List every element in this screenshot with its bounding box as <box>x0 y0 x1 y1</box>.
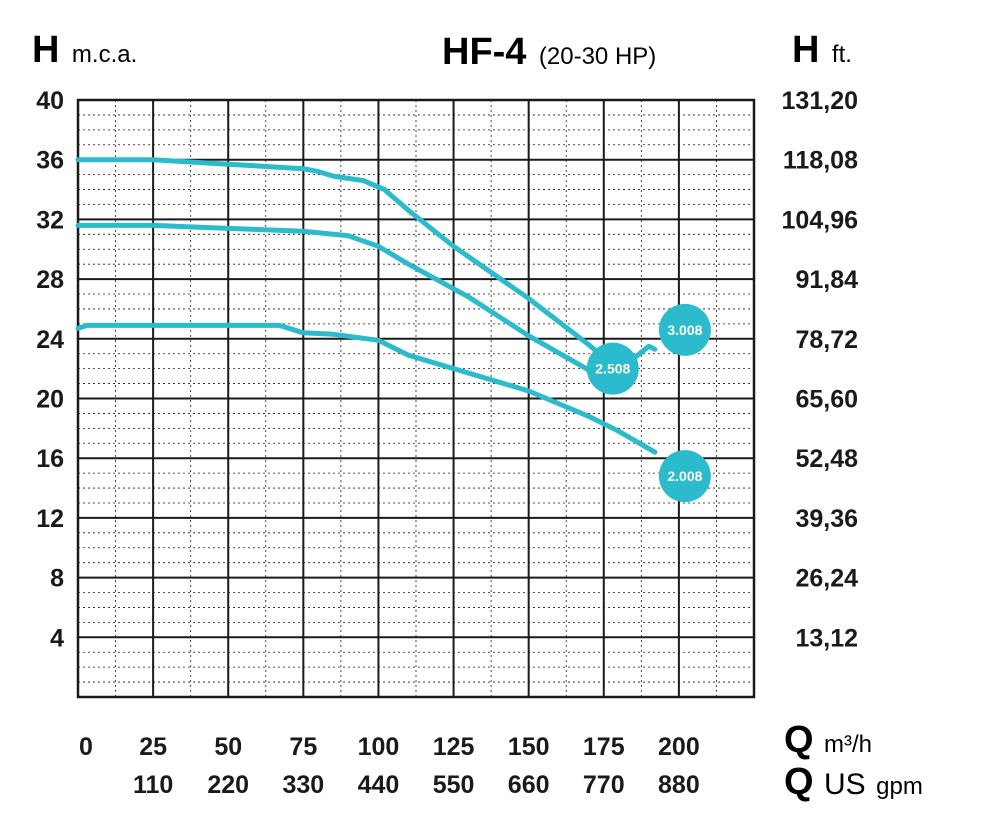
y-tick-label-left: 24 <box>36 326 64 354</box>
y-tick-label-left: 20 <box>36 386 64 414</box>
y-tick-label-right: 104,96 <box>782 206 858 234</box>
y-tick-label-right: 91,84 <box>795 266 858 294</box>
y-tick-label-right: 52,48 <box>795 445 858 473</box>
y-tick-label-right: 78,72 <box>795 326 858 354</box>
y-tick-label-right: 26,24 <box>795 565 858 593</box>
x-tick-label: 75 <box>289 733 317 761</box>
left-axis-unit: m.c.a. <box>72 41 137 68</box>
x-tick-label: 0 <box>79 733 93 761</box>
y-tick-label-right: 65,60 <box>795 386 858 414</box>
plot-frame <box>76 98 756 699</box>
x-tick-label: 100 <box>358 733 400 761</box>
y-tick-label-left: 16 <box>36 445 64 473</box>
right-axis-unit: ft. <box>832 41 852 68</box>
q-unit-gpm: gpm <box>876 773 923 800</box>
y-tick-label-right: 39,36 <box>795 505 858 533</box>
y-tick-label-left: 40 <box>36 87 64 115</box>
right-axis-title: H ft. <box>792 29 852 71</box>
series-badge <box>658 303 711 356</box>
chart-subtitle: (20-30 HP) <box>539 43 656 70</box>
q-unit-m3h: m³/h <box>824 731 872 758</box>
y-tick-label-right: 13,12 <box>795 624 858 652</box>
x-tick-label-secondary: 770 <box>583 771 625 799</box>
chart-title: HF-4 (20-30 HP) <box>442 31 656 73</box>
series-line <box>75 322 658 455</box>
y-tick-label-left: 36 <box>36 147 64 175</box>
series-badge-label: 2.508 <box>595 361 630 377</box>
q-letter-1: Q <box>784 719 814 761</box>
q-unit-us: US <box>824 768 866 801</box>
y-tick-label-left: 12 <box>36 505 64 533</box>
x-tick-label-secondary: 660 <box>508 771 550 799</box>
y-tick-label-left: 8 <box>50 565 64 593</box>
q-axis-title-2: Q US gpm <box>784 761 923 803</box>
x-tick-label-secondary: 110 <box>133 771 173 799</box>
x-tick-label: 25 <box>139 733 167 761</box>
x-tick-label: 50 <box>214 733 242 761</box>
y-tick-label-left: 32 <box>36 206 64 234</box>
x-tick-label-secondary: 550 <box>433 771 475 799</box>
series-line <box>75 222 592 373</box>
x-tick-label-secondary: 440 <box>358 771 400 799</box>
series-layer: 3.008 2.508 2.008 <box>75 157 711 503</box>
left-axis-letter: H <box>32 29 59 71</box>
y-tick-label-right: 118,08 <box>783 147 858 175</box>
y-tick-label-left: 28 <box>36 266 64 294</box>
x-tick-label-secondary: 880 <box>658 771 700 799</box>
tick-labels: 4 8 12 16 20 24 28 32 36 40 13,12 26,24 39,36 52,48 65… <box>36 87 858 799</box>
series-curve-group: 2.008 <box>75 322 711 503</box>
series-badge-label: 3.008 <box>667 322 702 338</box>
q-axis-title-1: Q m³/h <box>784 719 872 761</box>
right-axis-letter: H <box>792 29 819 71</box>
series-curve-group: 2.508 <box>75 222 639 395</box>
x-tick-label: 200 <box>658 733 700 761</box>
y-tick-label-left: 4 <box>50 624 64 652</box>
chart-title-main: HF-4 <box>442 31 526 73</box>
x-tick-label: 125 <box>433 733 475 761</box>
x-tick-label-secondary: 330 <box>282 771 324 799</box>
x-tick-label-secondary: 220 <box>207 771 249 799</box>
series-badge <box>658 450 711 503</box>
x-tick-label: 150 <box>508 733 550 761</box>
x-tick-label: 175 <box>583 733 625 761</box>
series-badge-label: 2.008 <box>667 468 702 484</box>
y-tick-label-right: 131,20 <box>782 87 858 115</box>
series-badge <box>586 342 639 395</box>
major-gridlines <box>76 98 756 699</box>
left-axis-title: H m.c.a. <box>32 29 137 71</box>
q-letter-2: Q <box>784 761 814 803</box>
